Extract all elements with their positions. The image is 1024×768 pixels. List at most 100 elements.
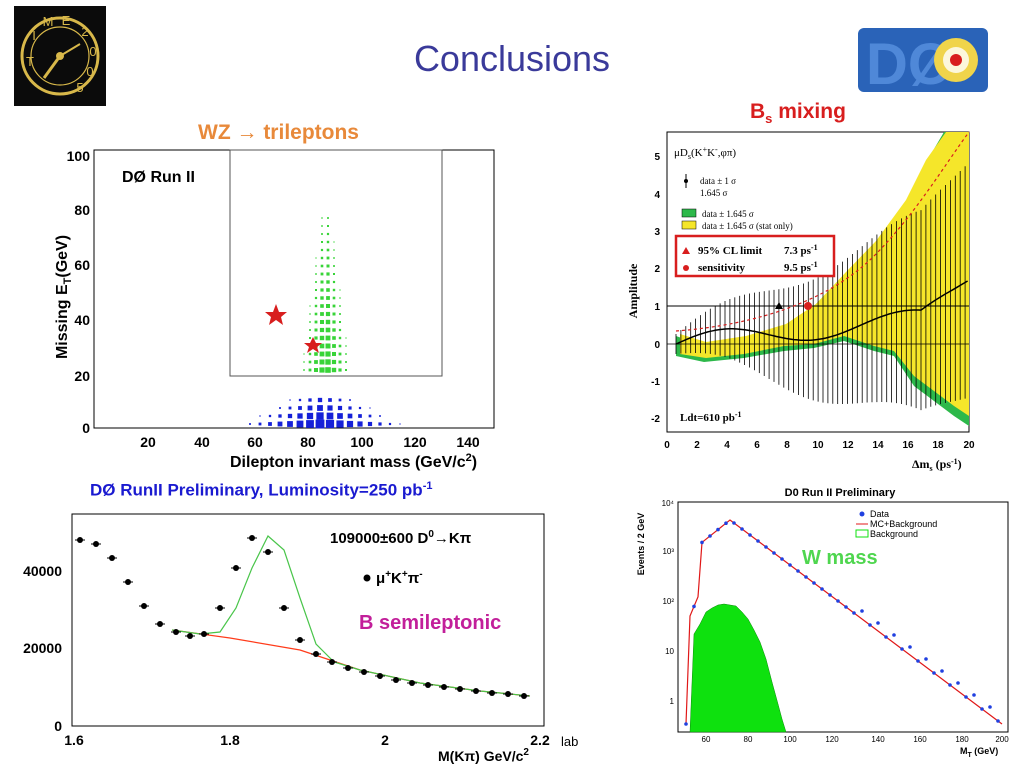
svg-text:0: 0: [89, 44, 96, 59]
data-point: [473, 688, 479, 694]
kpi-x-axis-label: M(Kπ) GeV/c2: [438, 747, 529, 764]
svg-text:2: 2: [381, 732, 389, 748]
svg-text:2: 2: [81, 24, 88, 39]
svg-text:3: 3: [654, 227, 660, 238]
svg-text:10⁴: 10⁴: [662, 499, 675, 508]
svg-text:Data: Data: [870, 509, 889, 519]
data-point: [441, 684, 447, 690]
svg-text:MC+Background: MC+Background: [870, 519, 937, 529]
data-point: [265, 549, 271, 555]
svg-text:80: 80: [744, 735, 753, 744]
bs-legend-green: data ± 1.645 σ: [702, 209, 754, 219]
bs-x-axis-label: Δms (ps-1): [912, 457, 962, 473]
data-point: [505, 691, 511, 697]
wz-x-tick: 40: [194, 434, 210, 450]
data-point: [157, 621, 163, 627]
svg-text:1.6: 1.6: [64, 732, 84, 748]
d0-logo: DØ: [858, 28, 988, 96]
svg-text:M: M: [43, 14, 54, 29]
candidate-star: [265, 304, 287, 325]
wz-y-tick: 40: [74, 312, 90, 328]
footer-lab: lab: [561, 734, 579, 749]
svg-text:20000: 20000: [23, 640, 62, 656]
svg-text:5: 5: [654, 152, 660, 163]
svg-text:20: 20: [963, 440, 975, 451]
svg-text:2: 2: [694, 440, 700, 451]
wz-plot-label: WZ → trileptons: [198, 121, 359, 144]
kpi-mass-plot: 109000±600 D0→Kπ μ+K+π- 40000 20000 0 1.…: [23, 513, 550, 764]
svg-text:0: 0: [54, 718, 62, 734]
data-point: [141, 603, 147, 609]
data-point: [109, 555, 115, 561]
svg-text:200: 200: [995, 735, 1009, 744]
svg-text:10²: 10²: [662, 597, 674, 606]
svg-text:1.8: 1.8: [220, 732, 240, 748]
svg-text:160: 160: [913, 735, 927, 744]
svg-text:100: 100: [783, 735, 797, 744]
data-point: [345, 665, 351, 671]
w-plot-title: D0 Run II Preliminary: [785, 487, 897, 499]
data-point: [377, 673, 383, 679]
wz-scatter-plot: DØ Run II 0 20 40 60 80 100 20 40 60 80 …: [54, 148, 495, 471]
svg-text:40000: 40000: [23, 563, 62, 579]
data-point: [425, 682, 431, 688]
data-point: [409, 680, 415, 686]
svg-text:6: 6: [754, 440, 760, 451]
bs-lumi: Ldt=610 pb-1: [680, 410, 742, 424]
wz-x-tick: 80: [300, 434, 316, 450]
data-point: [201, 631, 207, 637]
cl-limit-value: 7.3 ps-1: [784, 243, 818, 257]
svg-text:180: 180: [955, 735, 969, 744]
w-mass-plot: D0 Run II Preliminary Data MC+Background…: [636, 487, 1009, 759]
svg-text:2.2: 2.2: [530, 732, 550, 748]
svg-text:10: 10: [665, 647, 674, 656]
slide-title: Conclusions: [413, 38, 611, 79]
svg-text:14: 14: [872, 440, 884, 451]
data-point: [489, 690, 495, 696]
time-2005-logo: T I M E 2 0 0 5: [14, 6, 106, 106]
data-point: [93, 541, 99, 547]
svg-text:I: I: [32, 28, 36, 43]
sensitivity-label: sensitivity: [698, 262, 746, 274]
b-semileptonic-label: B semileptonic: [359, 612, 502, 634]
wz-x-axis-label: Dilepton invariant mass (GeV/c2): [230, 452, 477, 471]
w-y-axis-label: Events / 2 GeV: [636, 513, 646, 576]
svg-text:140: 140: [871, 735, 885, 744]
svg-text:60: 60: [702, 735, 711, 744]
data-point: [521, 693, 527, 699]
svg-text:1: 1: [670, 697, 675, 706]
bs-y-axis-label: Amplitude: [626, 263, 640, 318]
bs-legend-data1: data ± 1 σ: [700, 176, 736, 186]
wz-x-tick: 100: [350, 434, 374, 450]
w-mass-label: W mass: [802, 547, 878, 569]
w-x-axis-label: MT (GeV): [960, 746, 998, 759]
bs-amplitude-plot: μDs(K+K-,φπ) data ± 1 σ 1.645 σ data ± 1…: [626, 131, 975, 473]
svg-text:2: 2: [654, 264, 660, 275]
svg-text:-2: -2: [651, 414, 660, 425]
bs-legend-yellow: data ± 1.645 σ (stat only): [702, 221, 793, 231]
sensitivity-curve: [675, 131, 970, 332]
kpi-legend-text: μ+K+π-: [376, 569, 423, 587]
cl-limit-label: 95% CL limit: [698, 245, 763, 257]
data-point: [173, 629, 179, 635]
wz-caption: DØ RunII Preliminary, Luminosity=250 pb-…: [90, 480, 433, 500]
wz-x-tick: 140: [456, 434, 480, 450]
svg-text:0: 0: [86, 64, 93, 79]
svg-text:0: 0: [654, 340, 660, 351]
svg-text:120: 120: [825, 735, 839, 744]
cl-limit-box: [674, 234, 836, 278]
svg-text:-1: -1: [651, 377, 660, 388]
data-point: [125, 579, 131, 585]
svg-text:T: T: [26, 54, 34, 69]
bs-header: μDs(K+K-,φπ): [674, 145, 736, 161]
svg-text:4: 4: [724, 440, 730, 451]
wz-y-tick: 60: [74, 257, 90, 273]
data-point: [457, 686, 463, 692]
sensitivity-value: 9.5 ps-1: [784, 260, 818, 274]
svg-text:4: 4: [654, 190, 660, 201]
wz-x-tick: 20: [140, 434, 156, 450]
data-point: [77, 537, 83, 543]
wz-y-tick: 80: [74, 202, 90, 218]
bs-mixing-label: Bs mixing: [750, 100, 846, 127]
data-point: [329, 659, 335, 665]
